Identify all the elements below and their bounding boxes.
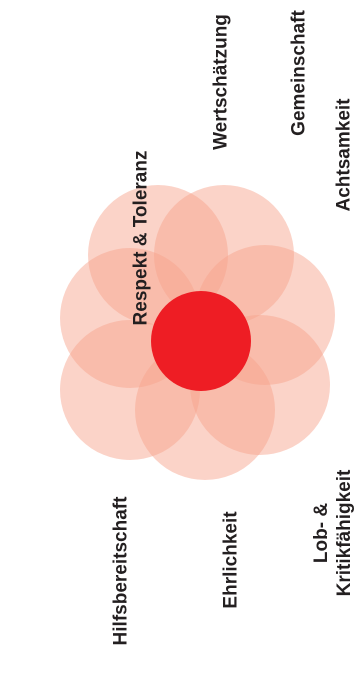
- label-text: Lob- & Kritikfähigkeit: [311, 470, 357, 597]
- center-circle: [151, 291, 251, 391]
- label-line-2: Kritikfähigkeit: [334, 469, 355, 597]
- label-line-1: Lob- &: [311, 502, 333, 564]
- label-text: Achtsamkeit: [333, 98, 355, 212]
- label-text: Respekt & Toleranz: [130, 150, 152, 326]
- petal: [88, 185, 228, 325]
- label-text: Wertschätzung: [210, 14, 232, 150]
- label-text: Hilfsbereitschaft: [110, 496, 132, 646]
- label-text: Ehrlichkeit: [220, 511, 242, 609]
- petal: [154, 185, 294, 325]
- label-text: Gemeinschaft: [288, 10, 310, 136]
